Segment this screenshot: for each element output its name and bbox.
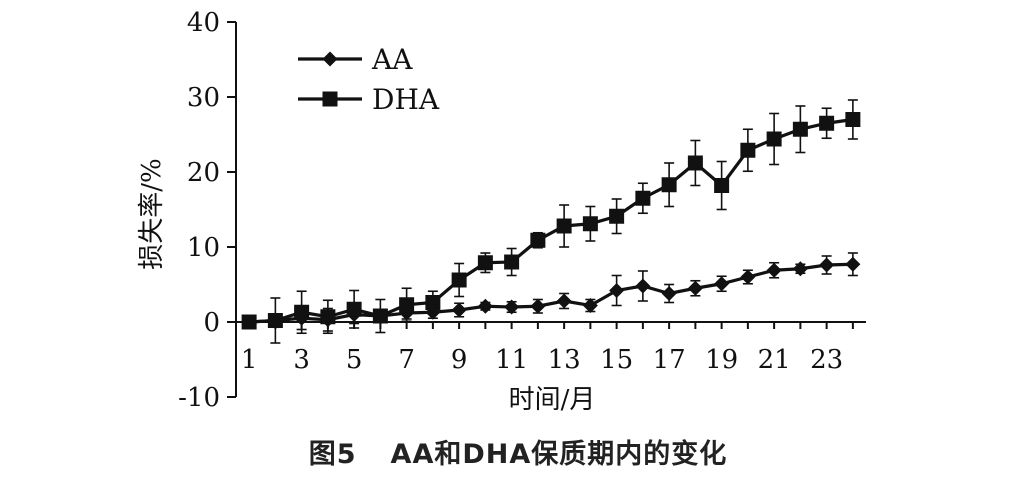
x-tick-label: 15: [600, 345, 633, 375]
x-tick-label: 17: [653, 345, 686, 375]
data-point-dha: [661, 177, 677, 193]
data-point-aa: [792, 261, 808, 277]
data-point-aa: [477, 298, 493, 314]
data-point-aa: [556, 293, 572, 309]
data-point-dha: [241, 314, 257, 330]
figure-caption: 图5 AA和DHA保质期内的变化: [0, 432, 1036, 471]
data-point-aa: [740, 269, 756, 285]
data-point-aa: [609, 283, 625, 298]
data-point-dha: [346, 301, 362, 317]
data-point-dha: [294, 304, 310, 320]
legend-item-aa: AA: [298, 43, 413, 76]
data-point-dha: [582, 216, 598, 232]
y-tick-label: 10: [187, 233, 220, 263]
y-tick-label: 0: [203, 308, 220, 338]
legend-marker: [322, 91, 338, 107]
legend-marker: [322, 51, 338, 67]
x-tick-label: 5: [346, 345, 363, 375]
data-point-dha: [792, 121, 808, 137]
figure-number: 图5: [308, 439, 357, 470]
data-point-dha: [399, 297, 415, 313]
y-tick-label: 40: [187, 8, 220, 38]
data-point-dha: [267, 313, 283, 328]
data-point-dha: [766, 131, 782, 147]
data-point-dha: [320, 309, 336, 325]
x-tick-label: 7: [398, 345, 415, 375]
figure-caption-text: AA和DHA保质期内的变化: [390, 439, 728, 470]
chart-series-layer: [241, 99, 861, 344]
data-point-aa: [661, 286, 677, 301]
series-line-dha: [249, 117, 854, 324]
data-point-dha: [740, 142, 756, 158]
y-axis-label: 损失率/%: [137, 158, 167, 269]
data-point-dha: [609, 208, 625, 224]
data-point-dha: [819, 115, 835, 131]
data-point-dha: [425, 295, 441, 310]
data-point-aa: [582, 298, 598, 313]
x-tick-label: 13: [548, 345, 581, 375]
y-tick-label: 20: [187, 158, 220, 188]
y-tick-label: -10: [178, 383, 220, 413]
legend-item-dha: DHA: [298, 83, 440, 116]
data-point-dha: [714, 178, 730, 193]
series-dha: [241, 99, 861, 344]
data-point-dha: [372, 308, 388, 324]
data-point-dha: [530, 232, 546, 248]
data-point-aa: [766, 262, 782, 278]
data-point-dha: [556, 218, 572, 234]
data-point-aa: [819, 257, 835, 273]
x-tick-label: 21: [758, 345, 791, 375]
data-point-aa: [635, 278, 651, 294]
data-point-dha: [635, 190, 651, 206]
legend-label: DHA: [372, 83, 440, 116]
data-point-aa: [687, 280, 703, 296]
data-point-dha: [687, 155, 703, 171]
legend-label: AA: [371, 43, 413, 76]
data-point-aa: [714, 276, 730, 292]
chart-legend: AA DHA: [298, 43, 440, 116]
data-point-dha: [504, 254, 520, 270]
data-point-aa: [451, 302, 467, 318]
x-tick-label: 1: [241, 345, 258, 375]
x-tick-label: 3: [293, 345, 310, 375]
y-tick-label: 30: [187, 83, 220, 113]
data-point-dha: [845, 112, 861, 127]
data-point-dha: [451, 272, 467, 288]
x-tick-label: 11: [495, 345, 528, 375]
data-point-aa: [530, 298, 546, 314]
x-tick-label: 23: [810, 345, 843, 375]
data-point-aa: [504, 299, 520, 315]
data-point-dha: [477, 255, 493, 271]
x-tick-label: 9: [451, 345, 468, 375]
x-axis-label: 时间/月: [509, 385, 596, 415]
x-tick-label: 19: [705, 345, 738, 375]
data-point-aa: [845, 256, 861, 272]
